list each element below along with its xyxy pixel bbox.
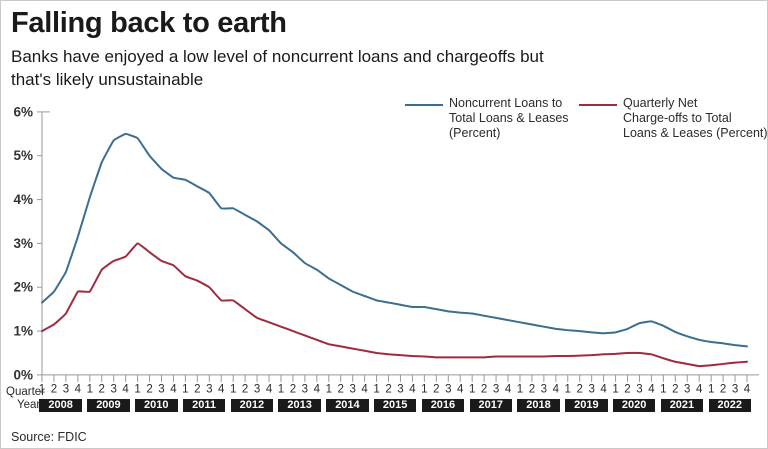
- svg-text:3: 3: [445, 384, 451, 396]
- svg-text:4: 4: [457, 384, 464, 396]
- svg-text:3: 3: [349, 384, 355, 396]
- svg-text:2: 2: [529, 384, 535, 396]
- svg-text:1: 1: [230, 384, 236, 396]
- svg-text:2: 2: [577, 384, 583, 396]
- svg-text:1: 1: [326, 384, 332, 396]
- svg-text:2: 2: [338, 384, 344, 396]
- svg-text:3: 3: [684, 384, 690, 396]
- svg-text:4: 4: [218, 384, 225, 396]
- svg-text:2: 2: [99, 384, 105, 396]
- svg-text:2: 2: [481, 384, 487, 396]
- svg-text:4%: 4%: [13, 192, 33, 207]
- svg-text:2: 2: [385, 384, 391, 396]
- svg-text:4: 4: [314, 384, 321, 396]
- svg-text:1: 1: [708, 384, 714, 396]
- svg-text:3: 3: [397, 384, 403, 396]
- svg-text:1: 1: [421, 384, 427, 396]
- svg-text:1: 1: [660, 384, 666, 396]
- svg-text:1: 1: [469, 384, 475, 396]
- svg-text:6%: 6%: [13, 104, 33, 119]
- svg-text:2: 2: [624, 384, 630, 396]
- svg-text:5%: 5%: [13, 148, 33, 163]
- svg-text:1: 1: [373, 384, 379, 396]
- svg-text:3: 3: [541, 384, 547, 396]
- svg-text:4: 4: [696, 384, 703, 396]
- svg-text:1: 1: [517, 384, 523, 396]
- svg-text:3%: 3%: [13, 236, 33, 251]
- svg-text:3: 3: [254, 384, 260, 396]
- svg-text:1: 1: [565, 384, 571, 396]
- svg-text:3: 3: [732, 384, 738, 396]
- svg-text:4: 4: [122, 384, 129, 396]
- svg-text:4: 4: [648, 384, 655, 396]
- svg-text:1: 1: [182, 384, 188, 396]
- svg-text:2: 2: [51, 384, 57, 396]
- svg-text:2%: 2%: [13, 280, 33, 295]
- svg-text:3: 3: [63, 384, 69, 396]
- svg-text:2: 2: [433, 384, 439, 396]
- svg-text:2: 2: [194, 384, 200, 396]
- svg-text:3: 3: [493, 384, 499, 396]
- svg-text:4: 4: [409, 384, 416, 396]
- svg-text:4: 4: [361, 384, 368, 396]
- svg-text:2: 2: [146, 384, 152, 396]
- svg-text:4: 4: [744, 384, 751, 396]
- svg-text:1: 1: [87, 384, 93, 396]
- svg-text:3: 3: [158, 384, 164, 396]
- svg-text:3: 3: [588, 384, 594, 396]
- svg-text:1: 1: [278, 384, 284, 396]
- svg-text:4: 4: [505, 384, 512, 396]
- svg-text:1%: 1%: [13, 324, 33, 339]
- svg-text:4: 4: [170, 384, 177, 396]
- svg-text:2: 2: [242, 384, 248, 396]
- svg-text:1: 1: [612, 384, 618, 396]
- svg-text:4: 4: [600, 384, 607, 396]
- svg-text:3: 3: [636, 384, 642, 396]
- svg-text:0%: 0%: [13, 367, 33, 382]
- svg-text:3: 3: [302, 384, 308, 396]
- svg-text:4: 4: [266, 384, 273, 396]
- svg-text:2: 2: [672, 384, 678, 396]
- svg-text:2: 2: [290, 384, 296, 396]
- svg-text:4: 4: [553, 384, 560, 396]
- svg-text:3: 3: [110, 384, 116, 396]
- svg-text:1: 1: [134, 384, 140, 396]
- svg-text:4: 4: [75, 384, 82, 396]
- svg-text:2: 2: [720, 384, 726, 396]
- svg-text:3: 3: [206, 384, 212, 396]
